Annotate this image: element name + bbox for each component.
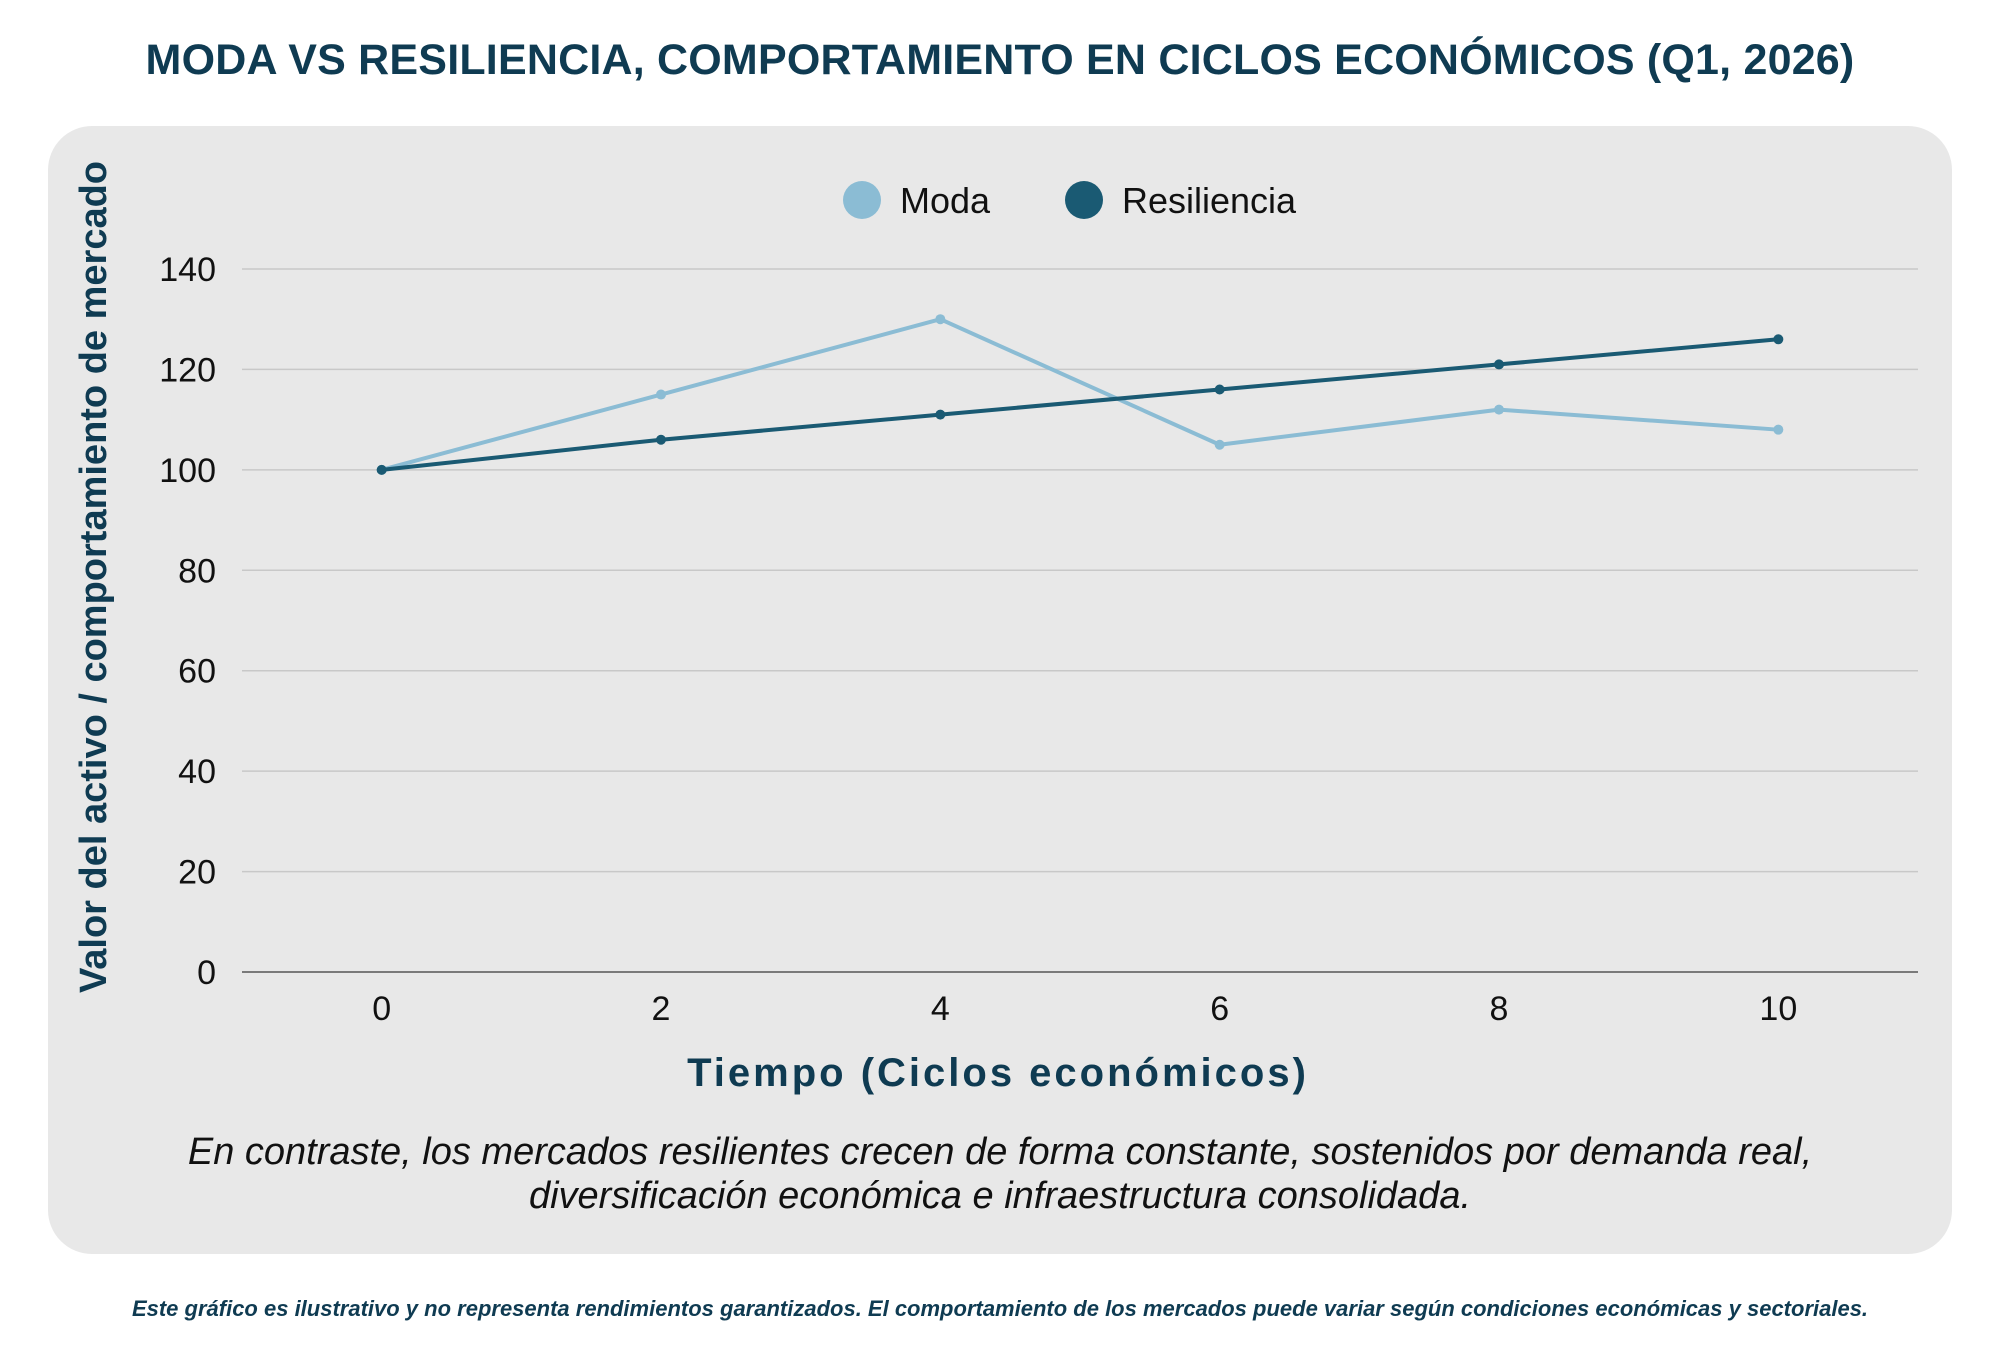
caption-line-1: En contraste, los mercados resilientes c… — [187, 1131, 1813, 1173]
series-line-resiliencia — [379, 337, 1781, 472]
legend: Moda Resiliencia — [843, 180, 1297, 221]
caption-line-2: diversificación económica e infraestruct… — [528, 1175, 1472, 1217]
point-resiliencia-4 — [935, 409, 946, 420]
x-tick-label-10: 10 — [1759, 990, 1797, 1028]
point-moda-10 — [1773, 424, 1784, 435]
x-tick-label-8: 8 — [1490, 990, 1509, 1028]
x-axis-title: Tiempo (Ciclos económicos) — [687, 1051, 1309, 1095]
legend-label-resiliencia: Resiliencia — [1122, 180, 1297, 221]
point-moda-8 — [1494, 404, 1504, 415]
point-resiliencia-8 — [1494, 359, 1504, 370]
legend-marker-resiliencia — [1065, 181, 1103, 219]
y-tick-label-140: 140 — [159, 251, 216, 289]
y-tick-label-40: 40 — [178, 753, 216, 791]
point-moda-4 — [935, 314, 946, 325]
axes: 0 20 40 60 80 100 120 140 0 2 4 6 8 10 — [159, 251, 1918, 1028]
y-tick-label-20: 20 — [178, 854, 216, 892]
chart-panel — [48, 126, 1952, 1254]
legend-marker-moda — [843, 181, 881, 219]
point-moda-6 — [1214, 439, 1225, 450]
x-tick-label-6: 6 — [1210, 990, 1229, 1028]
y-axis-title: Valor del activo / comportamiento de mer… — [73, 161, 115, 993]
x-tick-label-0: 0 — [372, 990, 391, 1028]
point-resiliencia-2 — [656, 434, 666, 445]
footnote: Este gráfico es ilustrativo y no represe… — [131, 1296, 1869, 1321]
x-tick-label-2: 2 — [652, 990, 671, 1028]
x-tick-label-4: 4 — [931, 990, 950, 1028]
series — [376, 314, 1784, 475]
point-resiliencia-0 — [376, 464, 387, 475]
chart-title: MODA VS RESILIENCIA, COMPORTAMIENTO EN C… — [145, 36, 1855, 84]
legend-label-moda: Moda — [900, 180, 991, 221]
caption: En contraste, los mercados resilientes c… — [120, 1130, 1880, 1218]
y-tick-label-0: 0 — [197, 954, 216, 992]
point-resiliencia-6 — [1214, 384, 1225, 395]
point-resiliencia-10 — [1773, 334, 1784, 345]
point-moda-2 — [656, 389, 666, 400]
y-tick-label-80: 80 — [178, 552, 216, 590]
series-line-moda — [379, 317, 1781, 472]
y-tick-label-120: 120 — [159, 351, 216, 389]
gridlines — [242, 268, 1918, 873]
y-tick-label-100: 100 — [159, 452, 216, 490]
y-tick-label-60: 60 — [178, 653, 216, 691]
